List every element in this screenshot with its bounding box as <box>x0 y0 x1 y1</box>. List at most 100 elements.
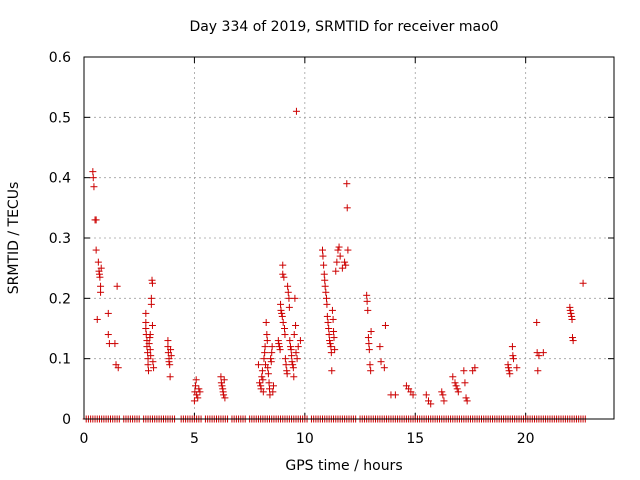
data-point <box>534 367 542 375</box>
data-point <box>451 379 459 387</box>
data-point <box>279 261 287 269</box>
data-point <box>192 382 200 390</box>
data-point <box>332 267 340 275</box>
data-point <box>326 337 334 345</box>
data-point <box>150 364 158 372</box>
data-point <box>114 364 122 372</box>
data-point <box>322 288 330 296</box>
data-point <box>325 331 333 339</box>
data-point <box>329 315 337 323</box>
data-point <box>263 337 271 345</box>
data-point <box>509 352 517 360</box>
data-point <box>391 391 399 399</box>
x-tick-label: 10 <box>296 431 314 447</box>
data-point <box>326 340 334 348</box>
data-point <box>145 340 153 348</box>
data-point <box>281 325 289 332</box>
data-point <box>259 376 267 384</box>
data-point <box>166 373 174 381</box>
y-axis-label: SRMTID / TECUs <box>6 182 22 295</box>
data-point <box>92 246 100 254</box>
data-point <box>193 391 201 399</box>
data-point <box>286 337 294 345</box>
y-tick-label: 0.2 <box>49 291 71 307</box>
data-point <box>289 361 297 369</box>
data-point <box>263 331 271 339</box>
data-point <box>217 373 225 381</box>
data-point <box>533 349 541 357</box>
data-point <box>377 358 385 366</box>
data-point <box>113 282 121 290</box>
data-point <box>320 261 328 269</box>
data-point <box>330 334 338 342</box>
data-point <box>319 246 326 254</box>
data-point <box>264 364 272 372</box>
data-point <box>277 300 285 308</box>
data-point <box>104 309 112 317</box>
data-point <box>320 270 328 278</box>
data-point <box>513 364 521 372</box>
data-point <box>363 291 371 299</box>
data-point <box>453 385 461 393</box>
data-point <box>280 273 288 281</box>
data-point <box>292 321 300 329</box>
data-point <box>504 364 512 372</box>
data-point <box>290 373 298 381</box>
data-point <box>268 343 276 351</box>
data-point <box>568 315 576 323</box>
data-point <box>365 340 373 348</box>
data-point <box>220 391 228 399</box>
data-point <box>96 273 104 281</box>
data-point <box>335 243 343 251</box>
data-point <box>289 364 297 372</box>
grid-lines <box>84 57 614 419</box>
data-point <box>284 288 292 296</box>
data-point <box>220 376 228 384</box>
data-point <box>285 303 293 311</box>
data-point <box>505 367 513 375</box>
data-point <box>376 343 384 351</box>
data-point <box>281 355 289 363</box>
data-point <box>290 331 298 339</box>
data-point <box>440 397 448 405</box>
data-point <box>535 352 543 360</box>
data-point <box>269 382 277 390</box>
data-point <box>449 373 457 381</box>
data-point <box>342 261 350 269</box>
data-point <box>343 204 351 212</box>
data-point <box>260 355 268 363</box>
data-point <box>281 331 289 339</box>
data-point <box>380 364 388 372</box>
data-point <box>144 361 152 369</box>
data-point <box>569 337 577 345</box>
data-point <box>328 306 336 314</box>
data-point <box>506 370 514 378</box>
data-point <box>279 270 287 278</box>
data-point <box>330 328 338 336</box>
data-points <box>82 107 589 423</box>
data-point <box>463 397 471 405</box>
data-point <box>286 343 294 351</box>
data-point <box>92 216 100 224</box>
data-point <box>104 331 112 339</box>
data-point <box>268 349 276 357</box>
x-tick-label: 15 <box>406 431 424 447</box>
data-point <box>275 340 283 348</box>
data-point <box>296 337 304 345</box>
plot-border <box>83 56 615 420</box>
data-point <box>461 379 469 387</box>
data-point <box>321 276 329 284</box>
data-point <box>278 309 286 317</box>
data-point <box>146 331 154 339</box>
data-point <box>288 352 296 360</box>
data-point <box>148 279 156 287</box>
data-point <box>142 325 150 332</box>
data-point <box>452 382 460 390</box>
data-point <box>284 282 292 290</box>
data-point <box>288 358 296 366</box>
data-point <box>438 388 446 396</box>
data-point <box>323 300 331 308</box>
data-point <box>567 309 575 317</box>
y-tick-label: 0.4 <box>49 171 71 187</box>
